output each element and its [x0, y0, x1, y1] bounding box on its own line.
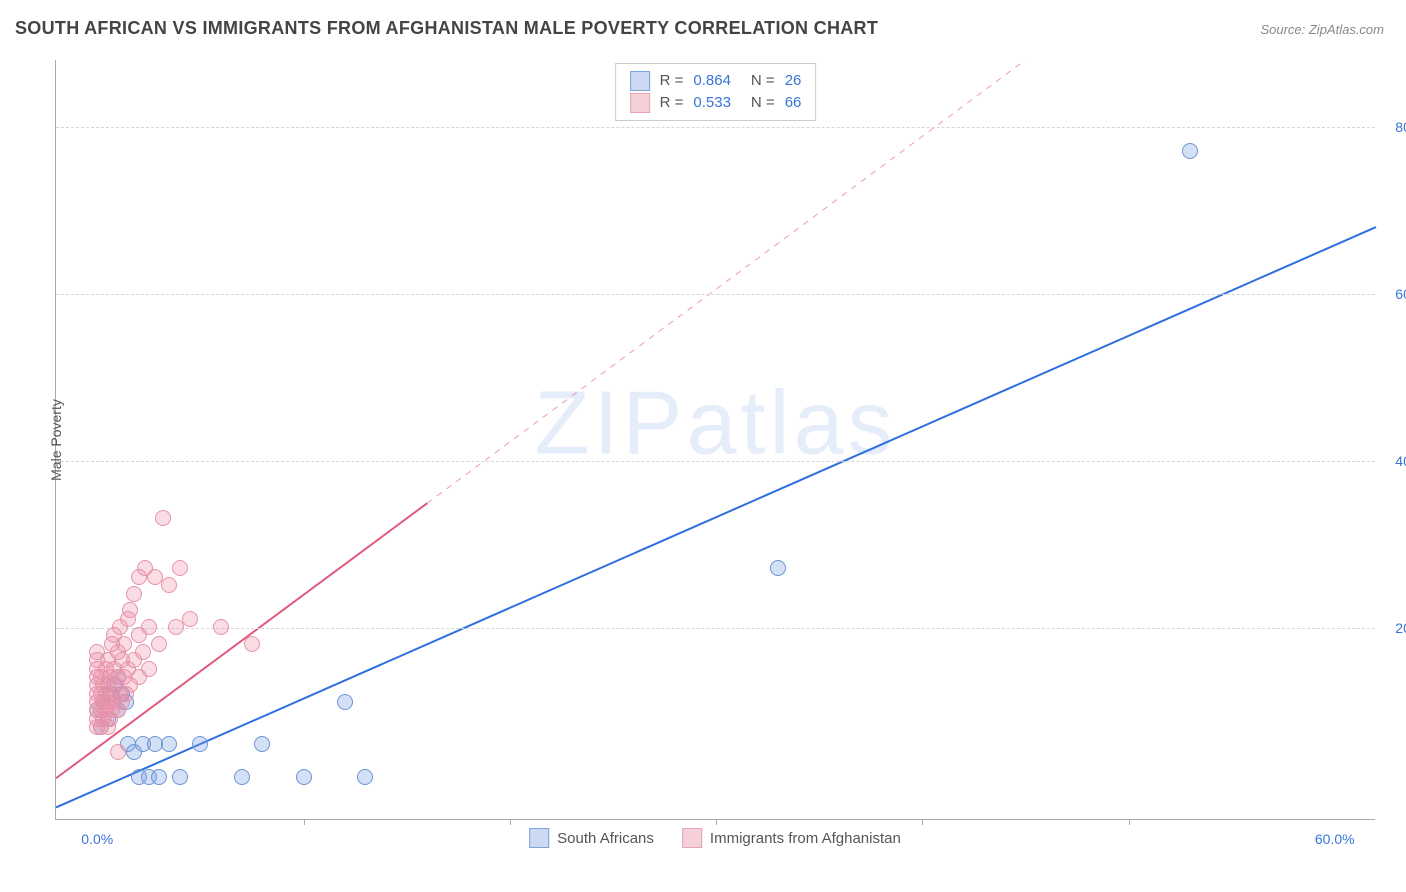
data-point [116, 636, 132, 652]
data-point [172, 769, 188, 785]
data-point [1182, 143, 1198, 159]
data-point [182, 611, 198, 627]
source-attribution: Source: ZipAtlas.com [1260, 22, 1384, 37]
y-axis-label: Male Poverty [48, 399, 64, 481]
data-point [155, 510, 171, 526]
chart-area: ZIPatlas R =0.864N =26R =0.533N =66 20.0… [55, 60, 1375, 820]
series-legend-item: South Africans [529, 828, 654, 848]
data-point [254, 736, 270, 752]
legend-n-value: 26 [785, 70, 802, 92]
legend-swatch [682, 828, 702, 848]
series-name: South Africans [557, 830, 654, 847]
data-point [192, 736, 208, 752]
x-tick-mark [1129, 819, 1130, 825]
data-point [213, 619, 229, 635]
legend-swatch [630, 71, 650, 91]
x-tick-label: 60.0% [1315, 831, 1355, 847]
data-point [141, 661, 157, 677]
x-tick-mark [922, 819, 923, 825]
trend-lines-layer [56, 60, 1375, 819]
data-point [168, 619, 184, 635]
plot-region: ZIPatlas R =0.864N =26R =0.533N =66 20.0… [55, 60, 1375, 820]
source-name: ZipAtlas.com [1309, 22, 1384, 37]
correlation-legend: R = 0.864 N = 26 R = 0.533 N = 66 [615, 63, 817, 121]
legend-r-value: 0.864 [693, 70, 731, 92]
series-name: Immigrants from Afghanistan [710, 830, 901, 847]
data-point [151, 636, 167, 652]
source-prefix: Source: [1260, 22, 1308, 37]
chart-title: SOUTH AFRICAN VS IMMIGRANTS FROM AFGHANI… [15, 18, 878, 39]
data-point [172, 560, 188, 576]
legend-n-value: 66 [785, 92, 802, 114]
data-point [337, 694, 353, 710]
data-point [234, 769, 250, 785]
x-tick-mark [304, 819, 305, 825]
data-point [770, 560, 786, 576]
gridline-h [56, 461, 1375, 462]
data-point [357, 769, 373, 785]
data-point [141, 619, 157, 635]
data-point [244, 636, 260, 652]
data-point [296, 769, 312, 785]
data-point [161, 577, 177, 593]
gridline-h [56, 127, 1375, 128]
legend-swatch [529, 828, 549, 848]
y-tick-label: 60.0% [1395, 286, 1406, 302]
legend-row: R = 0.533 N = 66 [630, 92, 802, 114]
data-point [135, 644, 151, 660]
y-tick-label: 20.0% [1395, 620, 1406, 636]
legend-n-label: N = [751, 70, 775, 92]
gridline-h [56, 294, 1375, 295]
x-tick-mark [510, 819, 511, 825]
x-tick-label: 0.0% [81, 831, 113, 847]
series-legend: South Africans Immigrants from Afghanista… [529, 828, 901, 848]
series-legend-item: Immigrants from Afghanistan [682, 828, 901, 848]
x-tick-mark [716, 819, 717, 825]
legend-n-label: N = [751, 92, 775, 114]
y-tick-label: 80.0% [1395, 119, 1406, 135]
legend-r-value: 0.533 [693, 92, 731, 114]
data-point [147, 569, 163, 585]
data-point [110, 744, 126, 760]
data-point [151, 769, 167, 785]
gridline-h [56, 628, 1375, 629]
y-tick-label: 40.0% [1395, 453, 1406, 469]
data-point [161, 736, 177, 752]
legend-row: R = 0.864 N = 26 [630, 70, 802, 92]
data-point [122, 602, 138, 618]
legend-swatch [630, 93, 650, 113]
trend-line-solid [56, 227, 1376, 807]
legend-r-label: R = [660, 92, 684, 114]
legend-r-label: R = [660, 70, 684, 92]
data-point [126, 586, 142, 602]
